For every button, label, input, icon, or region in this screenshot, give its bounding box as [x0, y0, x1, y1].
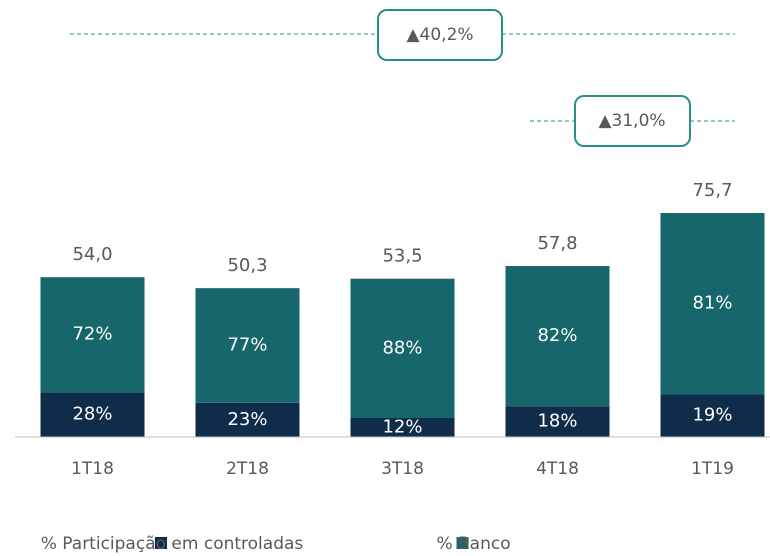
- bar-segment: [505, 406, 610, 437]
- annotation: ▲40,2%: [406, 25, 473, 45]
- legend-swatch: [456, 537, 469, 549]
- segment-label: 82%: [537, 325, 577, 346]
- annotation-box: [574, 95, 691, 147]
- total-label: 50,3: [227, 255, 267, 276]
- segment-label: 23%: [227, 409, 267, 430]
- total-label: 53,5: [382, 246, 422, 267]
- segment-label: 19%: [692, 405, 732, 426]
- total-label: 54,0: [72, 244, 112, 265]
- segment-label: 81%: [692, 293, 732, 314]
- bar-segment: [350, 418, 455, 437]
- segment-label: 18%: [537, 411, 577, 432]
- bar-segment: [195, 288, 300, 403]
- segment-label: 12%: [382, 417, 422, 438]
- annotation: ▲31,0%: [598, 111, 665, 131]
- x-tick-label: 2T18: [226, 459, 269, 479]
- segment-label: 88%: [382, 337, 422, 358]
- bar-segment: [350, 278, 455, 419]
- bar-segment: [505, 265, 610, 407]
- total-label: 57,8: [537, 233, 577, 254]
- segment-label: 77%: [227, 334, 267, 355]
- annotation-box: [377, 9, 503, 61]
- bar-segment: [660, 394, 765, 437]
- legend-label: % Participação em controladas: [41, 534, 304, 554]
- bar-segment: [660, 213, 765, 395]
- x-tick-label: 1T19: [691, 459, 734, 479]
- total-label: 75,7: [692, 180, 732, 201]
- legend-swatch: [155, 537, 167, 549]
- bar-segment: [195, 402, 300, 437]
- segment-label: 28%: [72, 404, 112, 425]
- x-tick-label: 1T18: [71, 459, 114, 479]
- x-tick-label: 3T18: [381, 459, 424, 479]
- x-tick-label: 4T18: [536, 459, 579, 479]
- bar-segment: [40, 277, 145, 393]
- bar-segment: [40, 392, 145, 437]
- segment-label: 72%: [72, 324, 112, 345]
- legend-label: % Banco: [436, 534, 510, 554]
